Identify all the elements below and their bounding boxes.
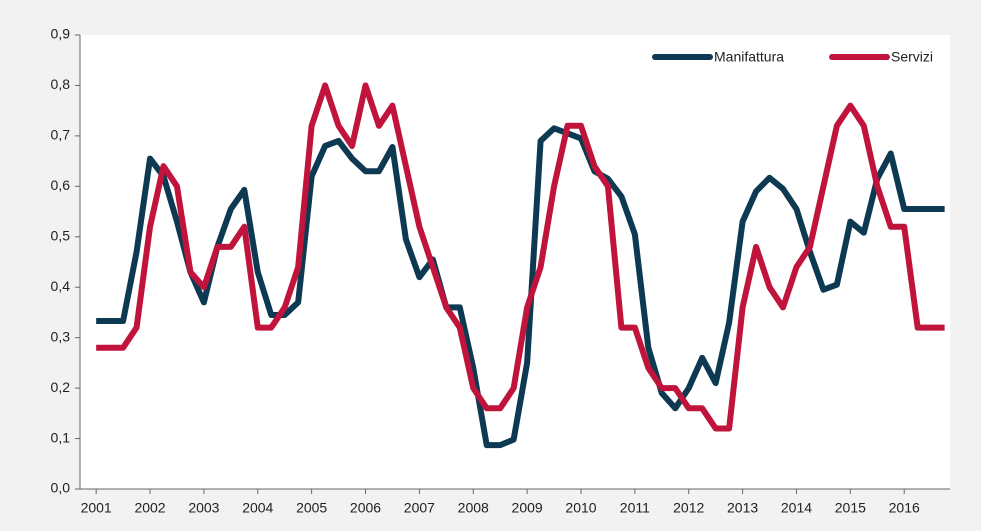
line bbox=[96, 82, 945, 432]
y-tick-label: 0,2 bbox=[51, 379, 71, 395]
y-tick-label: 0,0 bbox=[51, 480, 71, 496]
y-tick-label: 0,7 bbox=[51, 127, 71, 143]
y-tick-label: 0,3 bbox=[51, 328, 71, 344]
legend-label: Servizi bbox=[891, 49, 933, 65]
line bbox=[96, 125, 945, 449]
x-tick-label: 2007 bbox=[404, 500, 435, 516]
x-tick-label: 2010 bbox=[565, 500, 596, 516]
y-tick-label: 0,8 bbox=[51, 76, 71, 92]
x-tick-label: 2005 bbox=[296, 500, 327, 516]
x-tick-label: 2016 bbox=[889, 500, 920, 516]
x-tick-label: 2008 bbox=[458, 500, 489, 516]
y-tick-label: 0,5 bbox=[51, 227, 71, 243]
x-tick-label: 2012 bbox=[673, 500, 704, 516]
x-tick-label: 2004 bbox=[242, 500, 273, 516]
x-tick-label: 2001 bbox=[81, 500, 112, 516]
y-tick-label: 0,1 bbox=[51, 429, 71, 445]
x-tick-label: 2011 bbox=[620, 500, 650, 516]
x-tick-label: 2015 bbox=[835, 500, 866, 516]
y-tick-label: 0,4 bbox=[51, 278, 71, 294]
x-tick-label: 2003 bbox=[188, 500, 219, 516]
x-tick-label: 2009 bbox=[512, 500, 543, 516]
x-tick-label: 2006 bbox=[350, 500, 381, 516]
y-tick-label: 0,6 bbox=[51, 177, 71, 193]
x-tick-label: 2013 bbox=[727, 500, 758, 516]
x-tick-label: 2002 bbox=[134, 500, 165, 516]
plot-area bbox=[80, 35, 950, 489]
y-tick-label: 0,9 bbox=[51, 26, 71, 42]
legend-label: Manifattura bbox=[714, 49, 784, 65]
x-tick-label: 2014 bbox=[781, 500, 812, 516]
